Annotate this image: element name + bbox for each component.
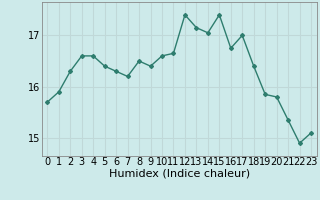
X-axis label: Humidex (Indice chaleur): Humidex (Indice chaleur) bbox=[108, 169, 250, 179]
